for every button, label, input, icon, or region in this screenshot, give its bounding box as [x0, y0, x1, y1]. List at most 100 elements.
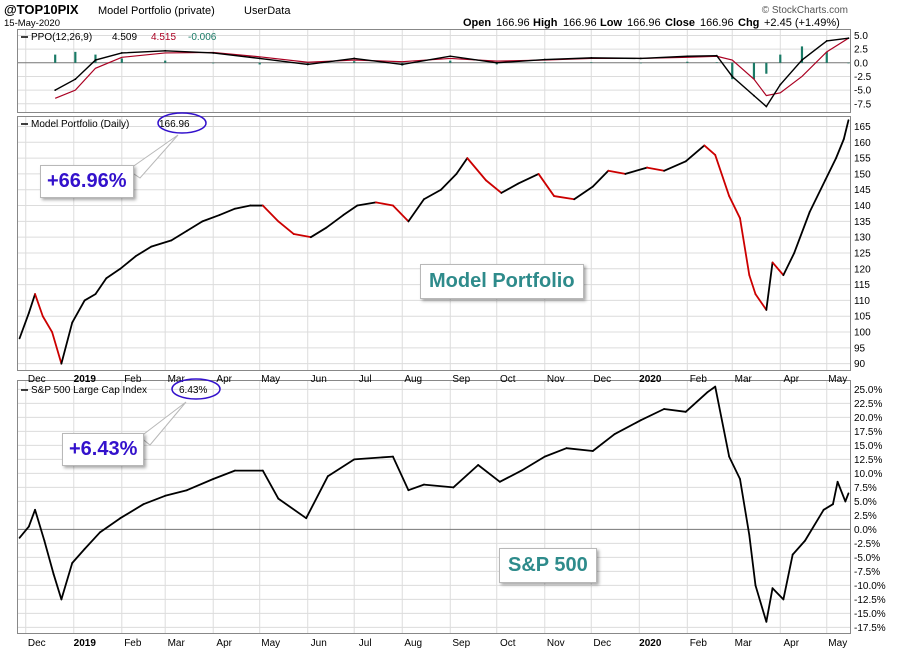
- portfolio-line-segment: [292, 233, 312, 239]
- chg-label: Chg: [738, 17, 759, 29]
- sp500-line-segment: [119, 503, 145, 520]
- sp500-line-segment: [498, 469, 523, 483]
- x-tick-label: Oct: [500, 638, 516, 649]
- x-tick-label: 2020: [639, 638, 662, 649]
- x-tick-label: Mar: [168, 638, 186, 649]
- close-value: 166.96: [700, 17, 734, 29]
- stockcharts-brand: © StockCharts.com: [762, 5, 848, 16]
- sp500-line-segment: [83, 531, 102, 550]
- sp500-line-segment: [844, 492, 850, 503]
- grid-layer: [18, 30, 850, 633]
- y-tick-label: 90: [854, 359, 866, 370]
- ppo-histogram-bar: [752, 62, 756, 80]
- portfolio-line-segment: [835, 138, 845, 160]
- x-tick-label: Apr: [216, 374, 232, 385]
- sp500-line-segment: [43, 539, 55, 576]
- ppo-histogram-bar: [120, 58, 123, 63]
- portfolio-line-segment: [591, 169, 610, 188]
- x-tick-label: Sep: [452, 638, 470, 649]
- x-tick-label: 2019: [74, 374, 97, 385]
- portfolio-line-segment: [18, 312, 30, 340]
- portfolio-line-segment: [765, 261, 774, 311]
- portfolio-line-segment: [27, 293, 36, 314]
- ppo-signal-line: [54, 37, 849, 99]
- y-tick-label: -17.5%: [854, 623, 886, 634]
- y-tick-label: -7.5: [854, 99, 872, 110]
- sp-panel-label: S&P 500 Large Cap Index: [31, 385, 147, 396]
- data-layer: [18, 37, 850, 623]
- sp500-line-segment: [754, 584, 768, 623]
- portfolio-pct-text: +66.96%: [47, 170, 127, 192]
- sp-legend: S&P 500 Large Cap Index 6.43%: [21, 378, 221, 400]
- ppo-data-point: [753, 94, 755, 97]
- portfolio-line-segment: [119, 255, 137, 270]
- sp500-line-segment: [477, 464, 501, 483]
- ppo-data-point: [495, 61, 498, 64]
- sp500-line-segment: [142, 494, 167, 506]
- open-value: 166.96: [496, 17, 530, 29]
- x-tick-label: Jun: [311, 374, 327, 385]
- portfolio-name: Model Portfolio (private): [98, 5, 215, 17]
- ppo-histogram-bar: [715, 62, 718, 63]
- portfolio-name-text: Model Portfolio: [429, 270, 575, 292]
- portfolio-line-segment: [748, 274, 757, 296]
- y-tick-label: 100: [854, 328, 871, 339]
- portfolio-line-segment: [754, 293, 768, 311]
- portfolio-line-segment: [684, 144, 706, 163]
- ppo-histogram-bar: [164, 60, 167, 63]
- sp-pct-text: +6.43%: [69, 438, 138, 460]
- ohlc-quote: Open 166.96 High 166.96 Low 166.96 Close…: [463, 17, 840, 29]
- portfolio-line-segment: [500, 182, 520, 194]
- ppo-data-point: [731, 75, 734, 78]
- y-tick-label: 155: [854, 154, 871, 165]
- sp500-line-segment: [706, 385, 717, 394]
- price-legend: Model Portfolio (Daily) 166.96: [21, 112, 207, 134]
- ppo-data-point: [639, 57, 642, 60]
- y-tick-label: 135: [854, 217, 871, 228]
- chart-date: 15-May-2020: [4, 18, 60, 29]
- sp-pct-callout: +6.43%: [62, 433, 145, 466]
- ppo-histogram-bar: [590, 62, 593, 63]
- y-tick-label: 22.5%: [854, 399, 882, 410]
- portfolio-line-segment: [824, 157, 837, 182]
- portfolio-line-segment: [342, 204, 359, 216]
- y-tick-label: 165: [854, 122, 871, 133]
- portfolio-line-segment: [201, 214, 221, 223]
- portfolio-line-segment: [646, 166, 665, 172]
- portfolio-line-segment: [440, 173, 458, 191]
- y-tick-label: 2.5%: [854, 511, 877, 522]
- sp500-line-segment: [714, 385, 731, 458]
- ppo-data-point: [120, 52, 123, 54]
- x-tick-label: Aug: [404, 638, 422, 649]
- price-panel-label: Model Portfolio (Daily): [31, 119, 129, 130]
- portfolio-line-segment: [808, 179, 827, 213]
- x-tick-label: May: [828, 374, 847, 385]
- sp500-line-segment: [684, 391, 709, 413]
- sp500-line-segment: [305, 475, 329, 520]
- ppo-data-point: [94, 59, 97, 61]
- ppo-histogram-bar: [74, 51, 77, 63]
- x-tick-label: Dec: [593, 638, 611, 649]
- x-tick-label: Mar: [735, 638, 753, 649]
- ppo-signal-value: 4.515: [151, 32, 176, 43]
- sp500-line-segment: [804, 508, 825, 542]
- sp500-line-segment: [520, 455, 546, 472]
- high-value: 166.96: [563, 17, 597, 29]
- sp500-line-segment: [326, 458, 356, 478]
- y-tick-label: 0.0: [854, 58, 868, 69]
- ppo-data-point: [543, 58, 546, 61]
- sp500-line-segment: [392, 455, 410, 492]
- portfolio-line-segment: [218, 207, 236, 216]
- ppo-data-point: [212, 52, 215, 54]
- low-label: Low: [600, 17, 622, 29]
- portfolio-line-segment: [573, 185, 594, 201]
- ppo-data-point: [258, 57, 261, 60]
- sp-name-text: S&P 500: [508, 554, 588, 576]
- ppo-histogram-bar: [54, 54, 57, 63]
- ppo-data-point: [801, 59, 803, 61]
- x-tick-label: Dec: [28, 638, 46, 649]
- sp500-line-segment: [748, 534, 757, 587]
- sp500-line-segment: [663, 408, 687, 413]
- x-tick-label: Oct: [500, 374, 516, 385]
- y-tick-label: 110: [854, 296, 870, 307]
